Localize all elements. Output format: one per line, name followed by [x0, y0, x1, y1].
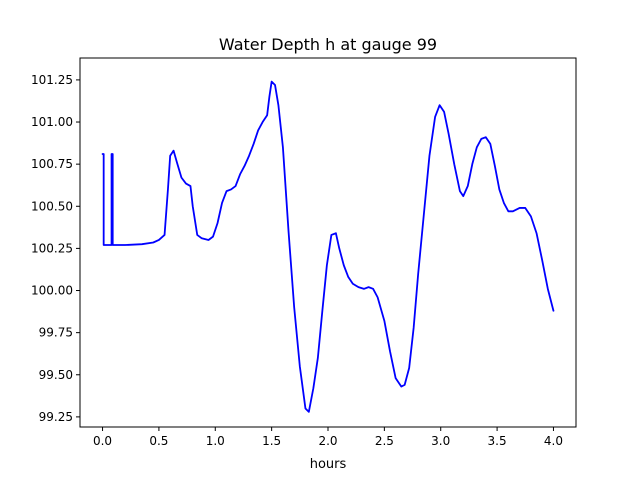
y-tick-label: 99.50: [39, 368, 73, 382]
x-tick-label: 1.0: [206, 434, 225, 448]
y-axis-ticks: 99.25 99.50 99.75 100.00 100.25 100.50 100.75 1…: [31, 73, 80, 424]
y-tick-label: 100.00: [31, 284, 73, 298]
x-axis-label: hours: [310, 457, 347, 472]
y-tick-label: 101.00: [31, 115, 73, 129]
chart-title: Water Depth h at gauge 99: [219, 35, 437, 54]
x-tick-label: 4.0: [544, 434, 563, 448]
x-tick-label: 3.0: [431, 434, 450, 448]
x-tick-label: 3.5: [488, 434, 507, 448]
y-tick-label: 99.75: [39, 326, 73, 340]
x-tick-label: 2.5: [375, 434, 394, 448]
y-tick-label: 99.25: [39, 410, 73, 424]
x-tick-label: 0.5: [149, 434, 168, 448]
x-tick-label: 1.5: [262, 434, 281, 448]
x-tick-label: 2.0: [318, 434, 337, 448]
y-tick-label: 100.25: [31, 241, 73, 255]
x-axis-ticks: 0.0 0.5 1.0 1.5 2.0 2.5 3.0 3.5 4.0: [93, 427, 563, 448]
y-tick-label: 101.25: [31, 73, 73, 87]
y-tick-label: 100.50: [31, 199, 73, 213]
x-tick-label: 0.0: [93, 434, 112, 448]
series-line: [101, 80, 555, 413]
y-tick-label: 100.75: [31, 157, 73, 171]
